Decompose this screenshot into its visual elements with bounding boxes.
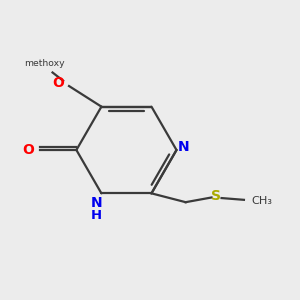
Text: N: N (178, 140, 189, 154)
Text: S: S (211, 189, 221, 203)
Text: CH₃: CH₃ (252, 196, 273, 206)
Text: H: H (91, 208, 102, 222)
Text: N: N (91, 196, 103, 210)
Text: O: O (52, 76, 64, 90)
Text: O: O (22, 143, 34, 157)
Text: methoxy: methoxy (24, 59, 64, 68)
